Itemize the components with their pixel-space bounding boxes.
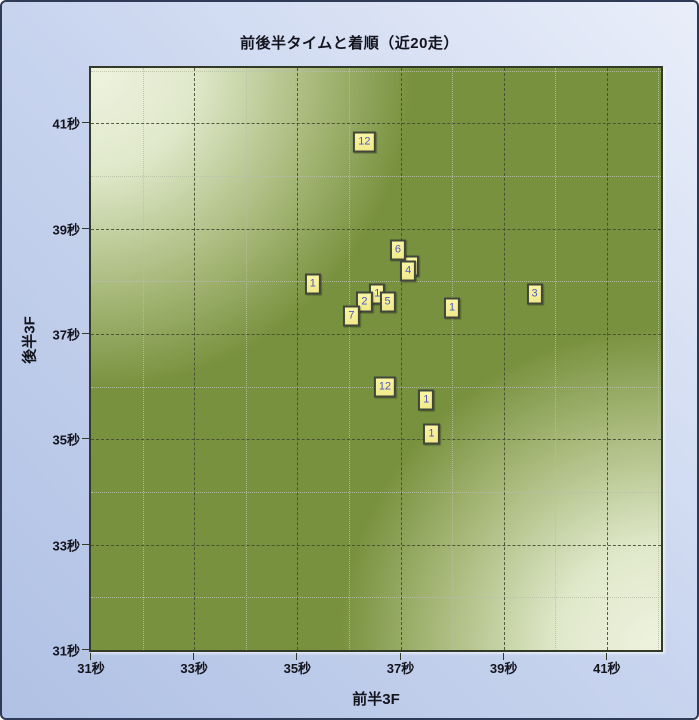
- y-tick-mark-39: [82, 227, 89, 229]
- y-minor-gridline-40: [91, 175, 661, 177]
- plot-area: 12 6 4 1 1 2 5 7 1 3 12 1 1: [82, 66, 663, 660]
- y-minor-gridline-34: [91, 491, 661, 493]
- data-point-rank-7-8: 7: [343, 305, 360, 327]
- data-point-rank-2-6: 2: [356, 291, 373, 313]
- x-minor-gridline-40: [555, 68, 557, 650]
- data-point-rank-1-4: 1: [304, 273, 321, 295]
- x-major-gridline-39: [503, 68, 505, 650]
- y-tick-label-35: 35秒: [52, 432, 80, 448]
- x-minor-gridline-38: [452, 68, 454, 650]
- y-tick-mark-41: [82, 122, 89, 124]
- x-tick-mark-33: [193, 653, 195, 660]
- y-tick-label-37: 37秒: [52, 327, 80, 343]
- chart-title: 前後半タイムと着順（近20走）: [240, 35, 459, 52]
- data-point-rank-1-12: 1: [418, 389, 435, 411]
- x-minor-gridline-32: [142, 68, 144, 650]
- data-point-rank-6-2: 6: [389, 239, 406, 261]
- x-tick-label-33: 33秒: [180, 661, 208, 676]
- y-minor-gridline-42: [91, 70, 661, 72]
- x-minor-gridline-42: [658, 68, 660, 650]
- x-minor-gridline-36: [348, 68, 350, 650]
- y-major-gridline-41: [91, 123, 661, 125]
- x-axis-title: 前半3F: [352, 691, 400, 708]
- y-tick-mark-35: [82, 438, 89, 440]
- data-point-rank-1-13: 1: [423, 423, 440, 445]
- data-point-rank-12-11: 12: [373, 376, 397, 398]
- x-major-gridline-37: [400, 68, 402, 650]
- x-tick-mark-39: [502, 653, 504, 660]
- x-minor-gridline-34: [245, 68, 247, 650]
- data-point-rank-5-7: 5: [379, 291, 396, 313]
- data-point-rank-1-9: 1: [444, 297, 461, 319]
- y-tick-mark-31: [82, 649, 89, 650]
- x-major-gridline-41: [606, 68, 608, 650]
- x-tick-mark-41: [605, 653, 607, 660]
- y-major-gridline-35: [91, 439, 661, 441]
- x-tick-label-37: 37秒: [386, 661, 415, 676]
- y-axis-tick-labels: 31秒 33秒 35秒 37秒 39秒 41秒: [2, 68, 80, 659]
- y-major-gridline-39: [91, 228, 661, 230]
- y-tick-label-39: 39秒: [52, 222, 80, 238]
- x-major-gridline-33: [194, 68, 196, 650]
- y-tick-label-31: 31秒: [52, 643, 80, 659]
- y-tick-mark-33: [82, 543, 89, 545]
- y-axis-title-text: 後半3F: [21, 316, 39, 364]
- y-major-gridline-37: [91, 333, 661, 335]
- data-point-rank-12-0: 12: [353, 131, 376, 153]
- y-tick-label-33: 33秒: [52, 538, 80, 554]
- y-tick-label-41: 41秒: [52, 116, 80, 132]
- x-axis-tick-labels: 31秒 33秒 35秒 37秒 39秒 41秒: [77, 658, 661, 678]
- y-tick-mark-37: [82, 332, 89, 334]
- x-tick-label-35: 35秒: [283, 661, 312, 676]
- x-tick-label-31: 31秒: [77, 661, 105, 676]
- x-tick-label-39: 39秒: [489, 661, 518, 676]
- x-tick-mark-37: [399, 653, 401, 660]
- y-minor-gridline-38: [91, 281, 661, 283]
- x-tick-mark-31: [90, 653, 91, 660]
- x-tick-mark-35: [296, 653, 298, 660]
- x-major-gridline-35: [297, 68, 299, 650]
- y-major-gridline-33: [91, 544, 661, 546]
- data-point-rank-3-10: 3: [526, 283, 543, 305]
- y-minor-gridline-32: [91, 597, 661, 599]
- x-tick-label-41: 41秒: [593, 661, 621, 676]
- data-point-rank-4-3: 4: [400, 260, 417, 282]
